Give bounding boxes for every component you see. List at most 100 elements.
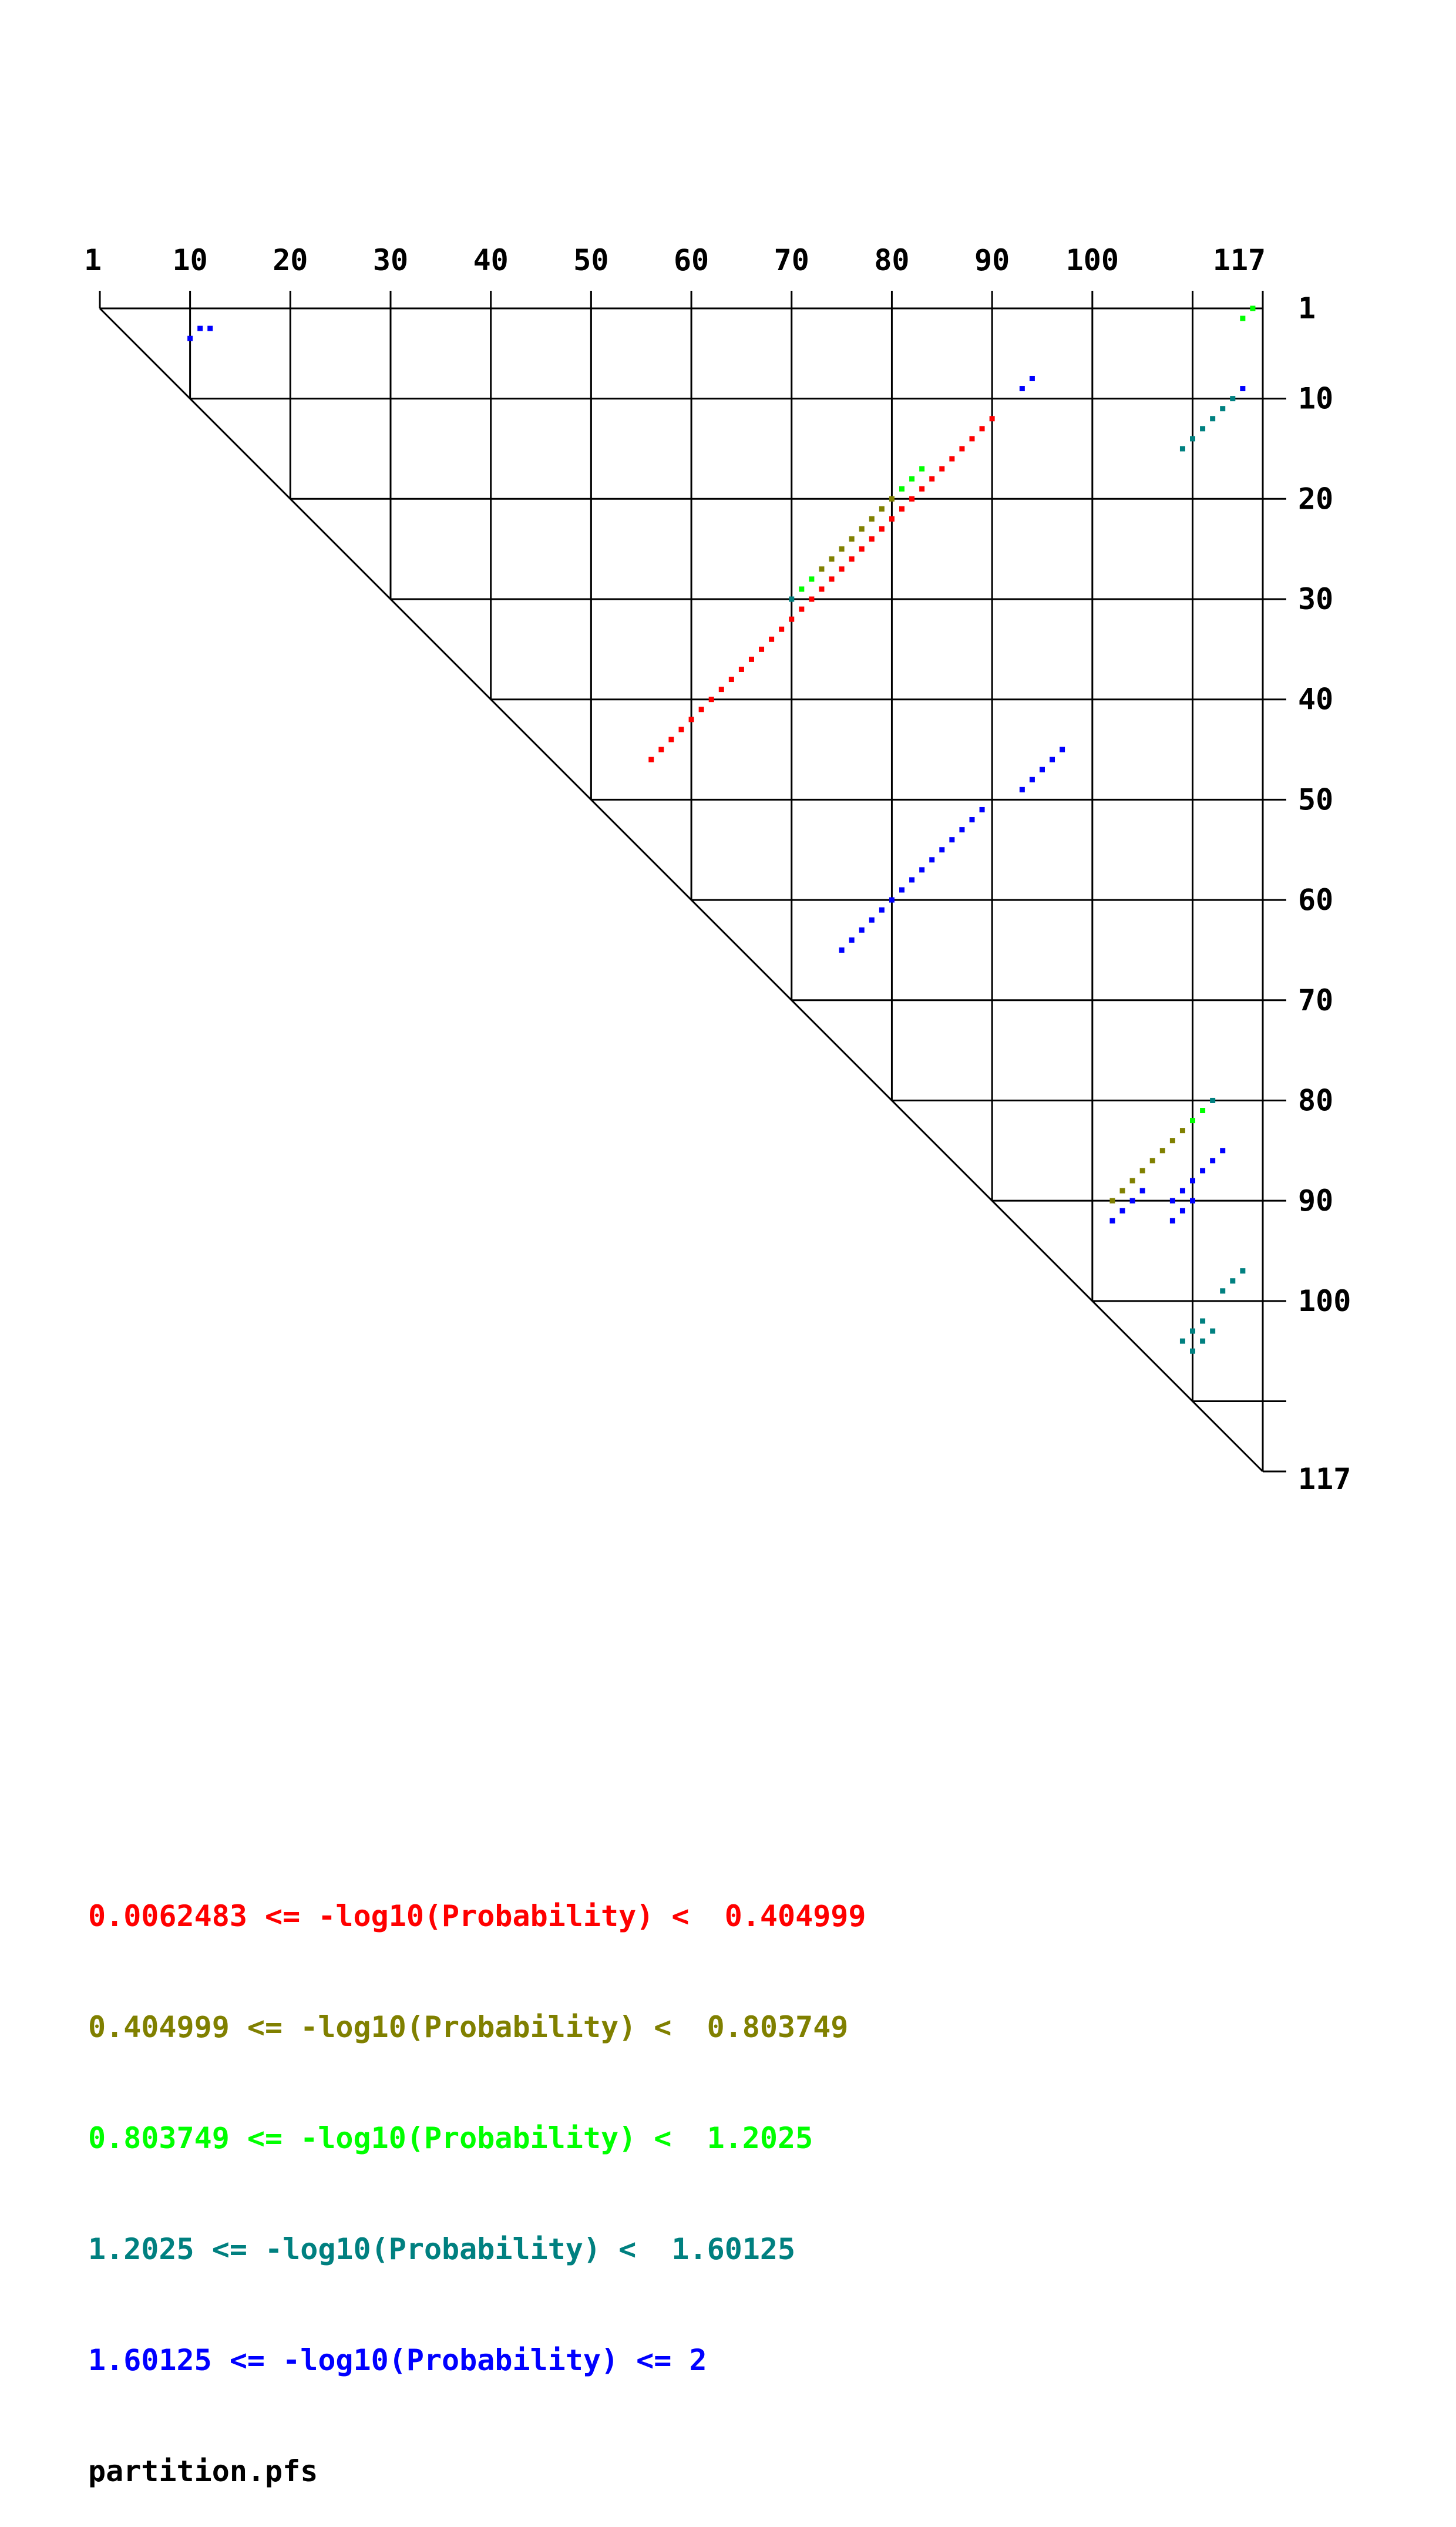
dot-57-83 bbox=[919, 867, 925, 873]
dot-16-86 bbox=[949, 456, 955, 462]
dot-46-96 bbox=[1050, 757, 1055, 762]
dot-12-90 bbox=[989, 416, 995, 422]
dot-51-89 bbox=[979, 807, 985, 812]
dot-87-111 bbox=[1200, 1168, 1206, 1174]
dot-24-78 bbox=[869, 536, 875, 542]
dot-83-109 bbox=[1179, 1128, 1185, 1134]
legend-bin-4: 1.60125 <= -log10(Probability) <= 2 bbox=[88, 2343, 707, 2377]
dot-105-110 bbox=[1190, 1348, 1196, 1354]
plot-frame bbox=[99, 291, 1286, 1473]
top-tick-label-70: 70 bbox=[774, 243, 809, 277]
right-tick-label-60: 60 bbox=[1298, 883, 1333, 917]
legend-bin-2: 0.803749 <= -log10(Probability) < 1.2025 bbox=[88, 2121, 813, 2155]
dot-103-110 bbox=[1190, 1328, 1196, 1334]
dot-88-104 bbox=[1129, 1178, 1135, 1184]
dot-27-73 bbox=[819, 566, 825, 572]
dot-90-102 bbox=[1109, 1198, 1115, 1204]
top-tick-label-117: 117 bbox=[1213, 243, 1266, 277]
dot-34-68 bbox=[769, 636, 775, 642]
dot-102-111 bbox=[1200, 1318, 1206, 1324]
dot-18-84 bbox=[929, 476, 935, 482]
dot-39-63 bbox=[718, 687, 724, 693]
dot-53-87 bbox=[959, 827, 965, 833]
dot-13-89 bbox=[979, 426, 985, 432]
dot-86-112 bbox=[1210, 1158, 1216, 1164]
dot-91-109 bbox=[1179, 1208, 1185, 1214]
top-tick-label-60: 60 bbox=[674, 243, 709, 277]
legend-bin-0: 0.0062483 <= -log10(Probability) < 0.404… bbox=[88, 1899, 866, 1933]
dot-14-110 bbox=[1190, 436, 1196, 442]
dot-88-110 bbox=[1190, 1178, 1196, 1184]
file-label: partition.pfs bbox=[88, 2454, 318, 2488]
top-tick-label-80: 80 bbox=[874, 243, 909, 277]
top-tick-label-20: 20 bbox=[273, 243, 308, 277]
dot-30-70 bbox=[789, 596, 795, 602]
dot-98-114 bbox=[1230, 1278, 1236, 1284]
top-tick-label-90: 90 bbox=[974, 243, 1010, 277]
dot-82-110 bbox=[1190, 1118, 1196, 1124]
dot-36-66 bbox=[748, 656, 754, 662]
right-tick-label-90: 90 bbox=[1298, 1184, 1333, 1218]
dot-28-72 bbox=[809, 576, 815, 582]
dot-59-81 bbox=[899, 887, 905, 893]
top-tick-label-40: 40 bbox=[473, 243, 509, 277]
dot-64-76 bbox=[849, 937, 855, 943]
dot-45-97 bbox=[1060, 747, 1065, 752]
dot-24-76 bbox=[849, 536, 855, 542]
dot-46-56 bbox=[648, 757, 654, 762]
dot-58-82 bbox=[909, 877, 915, 883]
dot-30-72 bbox=[809, 596, 815, 602]
dot-65-75 bbox=[839, 947, 845, 953]
dot-97-115 bbox=[1240, 1268, 1246, 1274]
dot-23-79 bbox=[879, 526, 885, 532]
dot-10-114 bbox=[1230, 396, 1236, 402]
dot-89-103 bbox=[1119, 1188, 1125, 1194]
probability-dots bbox=[187, 305, 1256, 1354]
dot-104-111 bbox=[1200, 1338, 1206, 1344]
dot-17-85 bbox=[939, 466, 945, 472]
dot-90-104 bbox=[1129, 1198, 1135, 1204]
dot-103-112 bbox=[1210, 1328, 1216, 1334]
top-tick-label-10: 10 bbox=[173, 243, 208, 277]
right-tick-label-10: 10 bbox=[1298, 382, 1333, 416]
dot-19-81 bbox=[899, 486, 905, 492]
dot-15-87 bbox=[959, 446, 965, 452]
right-tick-label-40: 40 bbox=[1298, 683, 1333, 717]
dot-26-76 bbox=[849, 556, 855, 562]
dot-26-74 bbox=[829, 556, 835, 562]
legend-bin-1: 0.404999 <= -log10(Probability) < 0.8037… bbox=[88, 2010, 849, 2044]
right-tick-label-1: 1 bbox=[1298, 291, 1316, 325]
dot-40-62 bbox=[708, 697, 714, 703]
dot-28-74 bbox=[829, 576, 835, 582]
right-tick-label-50: 50 bbox=[1298, 782, 1333, 816]
dot-21-79 bbox=[879, 506, 885, 512]
dot-104-109 bbox=[1179, 1338, 1185, 1344]
dot-92-108 bbox=[1169, 1218, 1175, 1224]
dot-85-113 bbox=[1220, 1148, 1226, 1154]
dot-3-12 bbox=[207, 325, 213, 331]
dot-29-73 bbox=[819, 586, 825, 592]
dot-92-102 bbox=[1109, 1218, 1115, 1224]
dot-18-82 bbox=[909, 476, 915, 482]
dot-56-84 bbox=[929, 857, 935, 863]
dot-43-59 bbox=[678, 727, 684, 732]
dot-89-109 bbox=[1179, 1188, 1185, 1194]
dot-25-77 bbox=[859, 546, 865, 552]
dot-33-69 bbox=[779, 626, 785, 632]
dot-19-83 bbox=[919, 486, 925, 492]
dot-84-108 bbox=[1169, 1138, 1175, 1144]
dot-63-77 bbox=[859, 927, 865, 933]
dot-49-93 bbox=[1019, 787, 1025, 792]
right-tick-label-30: 30 bbox=[1298, 582, 1333, 616]
dot-29-71 bbox=[799, 586, 805, 592]
dot-9-93 bbox=[1019, 386, 1025, 392]
dot-11-113 bbox=[1220, 406, 1226, 412]
dot-14-88 bbox=[969, 436, 975, 442]
right-tick-label-117: 117 bbox=[1298, 1462, 1351, 1496]
grid-lines bbox=[189, 291, 1286, 1403]
top-tick-label-50: 50 bbox=[573, 243, 608, 277]
dot-38-64 bbox=[728, 677, 734, 683]
dot-12-112 bbox=[1210, 416, 1216, 422]
dot-60-80 bbox=[889, 897, 895, 903]
dot-90-108 bbox=[1169, 1198, 1175, 1204]
